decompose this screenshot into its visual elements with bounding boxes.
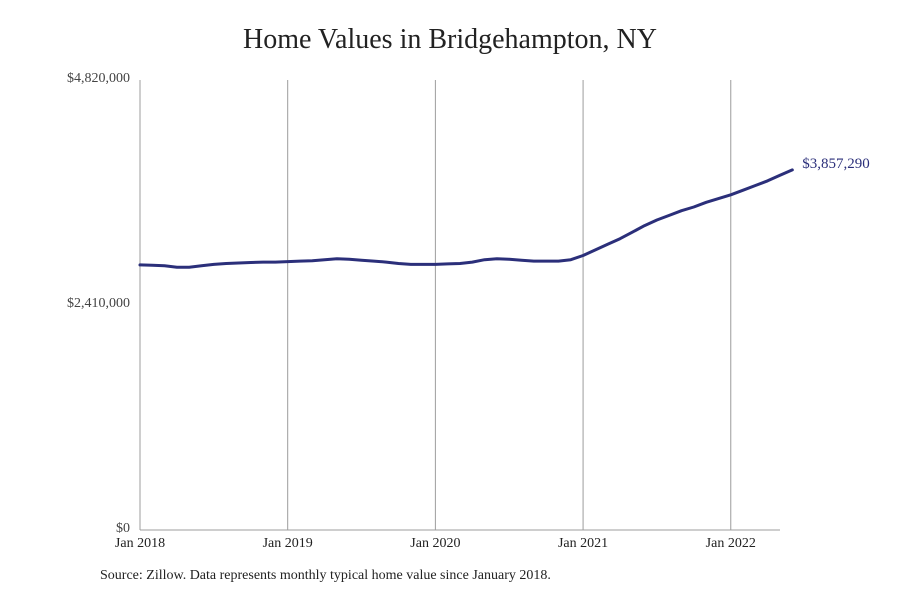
chart-container: Home Values in Bridgehampton, NY Source:… — [0, 0, 900, 600]
x-axis-label: Jan 2021 — [558, 536, 608, 552]
series-end-label: $3,857,290 — [802, 156, 870, 173]
x-axis-label: Jan 2018 — [115, 536, 165, 552]
y-axis-label: $0 — [40, 521, 130, 537]
chart-svg — [0, 0, 900, 600]
source-note: Source: Zillow. Data represents monthly … — [100, 568, 551, 584]
y-axis-label: $4,820,000 — [40, 71, 130, 87]
y-axis-label: $2,410,000 — [40, 296, 130, 312]
x-axis-label: Jan 2020 — [410, 536, 460, 552]
x-axis-label: Jan 2022 — [706, 536, 756, 552]
x-axis-label: Jan 2019 — [263, 536, 313, 552]
